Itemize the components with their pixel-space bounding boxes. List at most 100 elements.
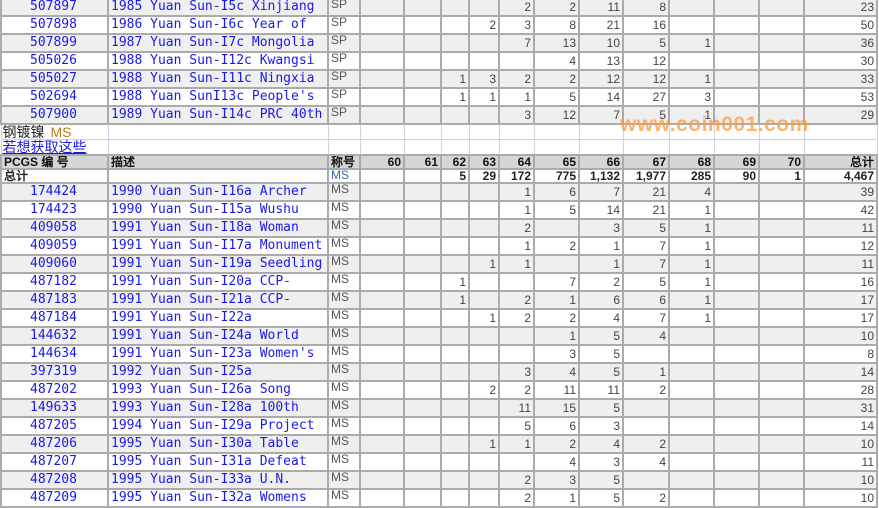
pcgs-code-link[interactable]: 397319 — [0, 362, 109, 382]
pop-grade-64 — [498, 452, 535, 472]
get-data-link[interactable]: 若想获取这些 — [0, 139, 109, 156]
pcgs-code-link[interactable]: 487182 — [0, 272, 109, 292]
pop-grade-60 — [359, 362, 405, 382]
header-total[interactable]: 总计 — [803, 154, 878, 170]
description-link[interactable]: 1986 Yuan Sun-I6c Year of — [107, 15, 329, 35]
description-link[interactable]: 1991 Yuan Sun-I22a — [107, 308, 329, 328]
description-link[interactable]: 1991 Yuan Sun-I18a Woman — [107, 218, 329, 238]
pcgs-code-link[interactable]: 505026 — [0, 51, 109, 71]
description-link[interactable]: 1994 Yuan Sun-I29a Project — [107, 416, 329, 436]
pcgs-code-link[interactable]: 507900 — [0, 105, 109, 125]
pcgs-code-link[interactable]: 149633 — [0, 398, 109, 418]
pcgs-code-link[interactable]: 487208 — [0, 470, 109, 490]
pop-grade-68: 1 — [668, 290, 715, 310]
header-grade-66[interactable]: 66 — [578, 154, 624, 170]
grade-designation: MS — [327, 398, 361, 418]
header-description[interactable]: 描述 — [107, 154, 329, 170]
pcgs-code-link[interactable]: 144632 — [0, 326, 109, 346]
pcgs-code-link[interactable]: 507899 — [0, 33, 109, 53]
grade-designation: SP — [327, 69, 361, 89]
description-link[interactable]: 1993 Yuan Sun-I28a 100th — [107, 398, 329, 418]
pop-grade-67: 2 — [622, 434, 670, 454]
pop-grade-62 — [440, 182, 470, 202]
pcgs-code-link[interactable]: 144634 — [0, 344, 109, 364]
get-data-link-text[interactable]: 若想获取这些 — [2, 139, 87, 155]
pcgs-code-link[interactable]: 409060 — [0, 254, 109, 274]
description-link[interactable]: 1989 Yuan Sun-I14c PRC 40th — [107, 105, 329, 125]
pcgs-code-link[interactable]: 487209 — [0, 488, 109, 508]
pcgs-code-link[interactable]: 487184 — [0, 308, 109, 328]
pop-grade-68: 4 — [668, 182, 715, 202]
row-total: 12 — [803, 236, 878, 256]
header-grade-64[interactable]: 64 — [498, 154, 535, 170]
pop-grade-64: 2 — [498, 69, 535, 89]
pop-grade-66: 3 — [578, 416, 624, 436]
pop-grade-62 — [440, 254, 470, 274]
watermark: www.coin001.com — [620, 113, 809, 136]
description-link[interactable]: 1991 Yuan Sun-I23a Women's — [107, 344, 329, 364]
pop-grade-68 — [668, 416, 715, 436]
description-link[interactable]: 1995 Yuan Sun-I31a Defeat — [107, 452, 329, 472]
pop-grade-67: 5 — [622, 272, 670, 292]
pcgs-code-link[interactable]: 507897 — [0, 0, 109, 17]
pop-grade-61 — [403, 105, 442, 125]
grade-designation: MS — [327, 470, 361, 490]
description-link[interactable]: 1995 Yuan Sun-I32a Womens — [107, 488, 329, 508]
description-link[interactable]: 1992 Yuan Sun-I25a — [107, 362, 329, 382]
description-link[interactable]: 1988 Yuan SunI13c People's — [107, 87, 329, 107]
header-code[interactable]: PCGS 编 号 — [0, 154, 109, 170]
table-row: 174423 1990 Yuan Sun-I15a Wushu MS 1 5 14 21 1 4… — [0, 200, 878, 220]
pop-grade-67: 7 — [622, 254, 670, 274]
pcgs-code-link[interactable]: 507898 — [0, 15, 109, 35]
header-grade-60[interactable]: 60 — [359, 154, 405, 170]
description-link[interactable]: 1991 Yuan Sun-I17a Monument — [107, 236, 329, 256]
header-grade-70[interactable]: 70 — [758, 154, 805, 170]
header-grade-63[interactable]: 63 — [468, 154, 500, 170]
pop-grade-67: 5 — [622, 33, 670, 53]
table-row: 505027 1988 Yuan Sun-I11c Ningxia SP 1 3 2 2 12… — [0, 69, 878, 89]
description-link[interactable]: 1988 Yuan Sun-I12c Kwangsi — [107, 51, 329, 71]
description-link[interactable]: 1991 Yuan Sun-I20a CCP- — [107, 272, 329, 292]
description-link[interactable]: 1991 Yuan Sun-I21a CCP- — [107, 290, 329, 310]
description-link[interactable]: 1987 Yuan Sun-I7c Mongolia — [107, 33, 329, 53]
pop-grade-63 — [468, 272, 500, 292]
section-title: 钢镀镍 MS — [0, 123, 109, 140]
pcgs-code-link[interactable]: 487206 — [0, 434, 109, 454]
description-link[interactable]: 1988 Yuan Sun-I11c Ningxia — [107, 69, 329, 89]
pop-grade-61 — [403, 380, 442, 400]
pcgs-code-link[interactable]: 487207 — [0, 452, 109, 472]
pop-grade-63 — [468, 416, 500, 436]
pcgs-code-link[interactable]: 505027 — [0, 69, 109, 89]
pcgs-code-link[interactable]: 174424 — [0, 182, 109, 202]
description-link[interactable]: 1985 Yuan Sun-I5c Xinjiang — [107, 0, 329, 17]
description-link[interactable]: 1995 Yuan Sun-I33a U.N. — [107, 470, 329, 490]
header-grade-62[interactable]: 62 — [440, 154, 470, 170]
header-grade-61[interactable]: 61 — [403, 154, 442, 170]
header-grade-65[interactable]: 65 — [533, 154, 580, 170]
pcgs-code-link[interactable]: 487205 — [0, 416, 109, 436]
pop-grade-70 — [758, 398, 805, 418]
header-grade-69[interactable]: 69 — [713, 154, 760, 170]
pop-grade-65: 4 — [533, 362, 580, 382]
description-link[interactable]: 1991 Yuan Sun-I19a Seedling — [107, 254, 329, 274]
pcgs-code-link[interactable]: 502694 — [0, 87, 109, 107]
description-link[interactable]: 1991 Yuan Sun-I24a World — [107, 326, 329, 346]
description-link[interactable]: 1990 Yuan Sun-I16a Archer — [107, 182, 329, 202]
description-link[interactable]: 1990 Yuan Sun-I15a Wushu — [107, 200, 329, 220]
pop-grade-63 — [468, 200, 500, 220]
description-link[interactable]: 1993 Yuan Sun-I26a Song — [107, 380, 329, 400]
table-row: 487208 1995 Yuan Sun-I33a U.N. MS 2 3 5 10 — [0, 470, 878, 490]
pcgs-code-link[interactable]: 174423 — [0, 200, 109, 220]
pop-grade-62: 1 — [440, 69, 470, 89]
pcgs-code-link[interactable]: 409059 — [0, 236, 109, 256]
pcgs-code-link[interactable]: 409058 — [0, 218, 109, 238]
header-grade[interactable]: 称号 — [327, 154, 361, 170]
header-grade-67[interactable]: 67 — [622, 154, 670, 170]
pcgs-code-link[interactable]: 487202 — [0, 380, 109, 400]
pcgs-code-link[interactable]: 487183 — [0, 290, 109, 310]
description-link[interactable]: 1995 Yuan Sun-I30a Table — [107, 434, 329, 454]
pop-grade-61 — [403, 398, 442, 418]
pop-grade-66: 5 — [578, 398, 624, 418]
header-grade-68[interactable]: 68 — [668, 154, 715, 170]
pop-grade-68: 1 — [668, 308, 715, 328]
